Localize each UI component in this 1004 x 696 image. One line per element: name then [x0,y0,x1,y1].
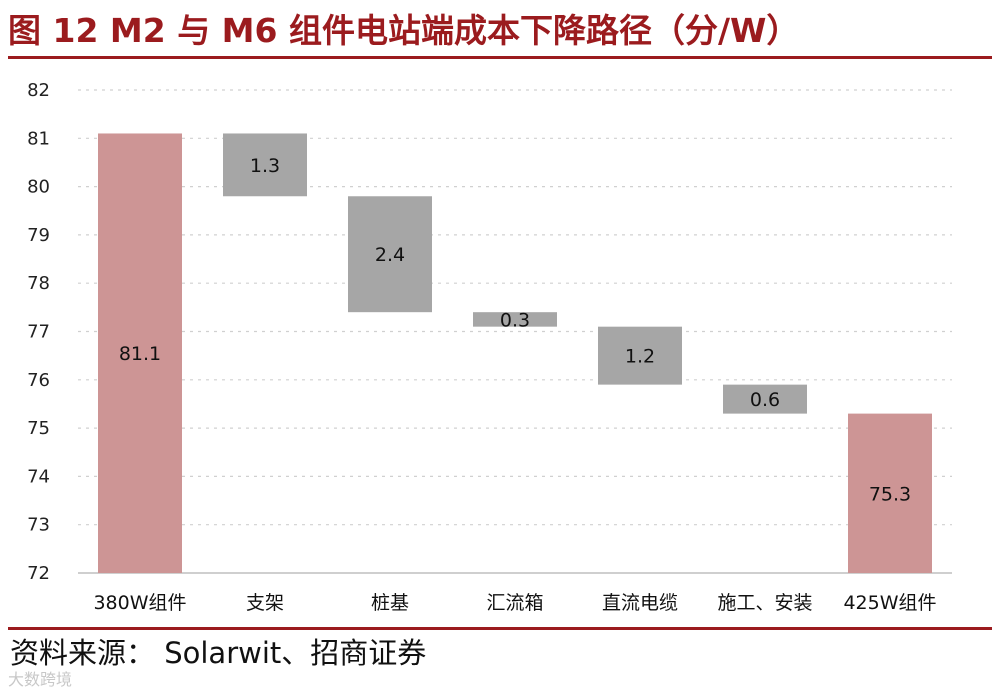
y-tick-label: 80 [27,177,50,198]
decrease-bar [223,133,307,197]
watermark: 大数跨境 [8,670,73,689]
data-label: 1.2 [625,346,655,368]
total-bar [848,413,932,573]
y-tick-label: 81 [27,128,50,149]
data-label: 1.3 [250,155,280,177]
decrease-bar [598,326,682,385]
x-tick-label: 施工、安装 [717,592,812,614]
title-divider [8,56,992,59]
page-title: 图 12 M2 与 M6 组件电站端成本下降路径（分/W） [8,11,800,50]
y-tick-label: 77 [27,322,50,343]
gridlines [78,89,952,574]
footer-divider [8,627,992,630]
decrease-bar [473,312,557,327]
bars [98,133,932,573]
x-tick-label: 汇流箱 [486,592,543,614]
y-tick-label: 75 [27,418,50,439]
data-label: 81.1 [119,343,161,365]
total-bar [98,133,182,573]
decrease-bar [348,196,432,313]
y-tick-label: 82 [27,80,50,101]
x-tick-label: 桩基 [371,592,409,614]
x-tick-label: 直流电缆 [602,592,678,614]
y-axis-tick-labels: 72 73 74 75 76 77 78 79 80 81 82 [27,80,50,584]
y-tick-label: 76 [27,370,50,391]
y-tick-label: 79 [27,225,50,246]
data-label: 2.4 [375,244,405,266]
y-tick-label: 74 [27,466,50,487]
x-tick-label: 支架 [246,592,284,614]
data-label: 0.3 [500,309,530,331]
data-label: 0.6 [750,389,780,411]
waterfall-chart: 72 73 74 75 76 77 78 79 80 81 82 81.1 1.3 2.4 0.3 1.2 0… [27,80,952,614]
decrease-bar [723,384,807,414]
x-axis-tick-labels: 380W组件 支架 桩基 汇流箱 直流电缆 施工、安装 425W组件 [93,592,936,614]
y-tick-label: 72 [27,563,50,584]
y-tick-label: 78 [27,273,50,294]
x-tick-label: 380W组件 [93,592,186,614]
data-labels: 81.1 1.3 2.4 0.3 1.2 0.6 75.3 [119,155,911,505]
x-tick-label: 425W组件 [843,592,936,614]
data-label: 75.3 [869,483,911,505]
y-tick-label: 73 [27,515,50,536]
source-note: 资料来源： Solarwit、招商证券 [10,636,427,670]
